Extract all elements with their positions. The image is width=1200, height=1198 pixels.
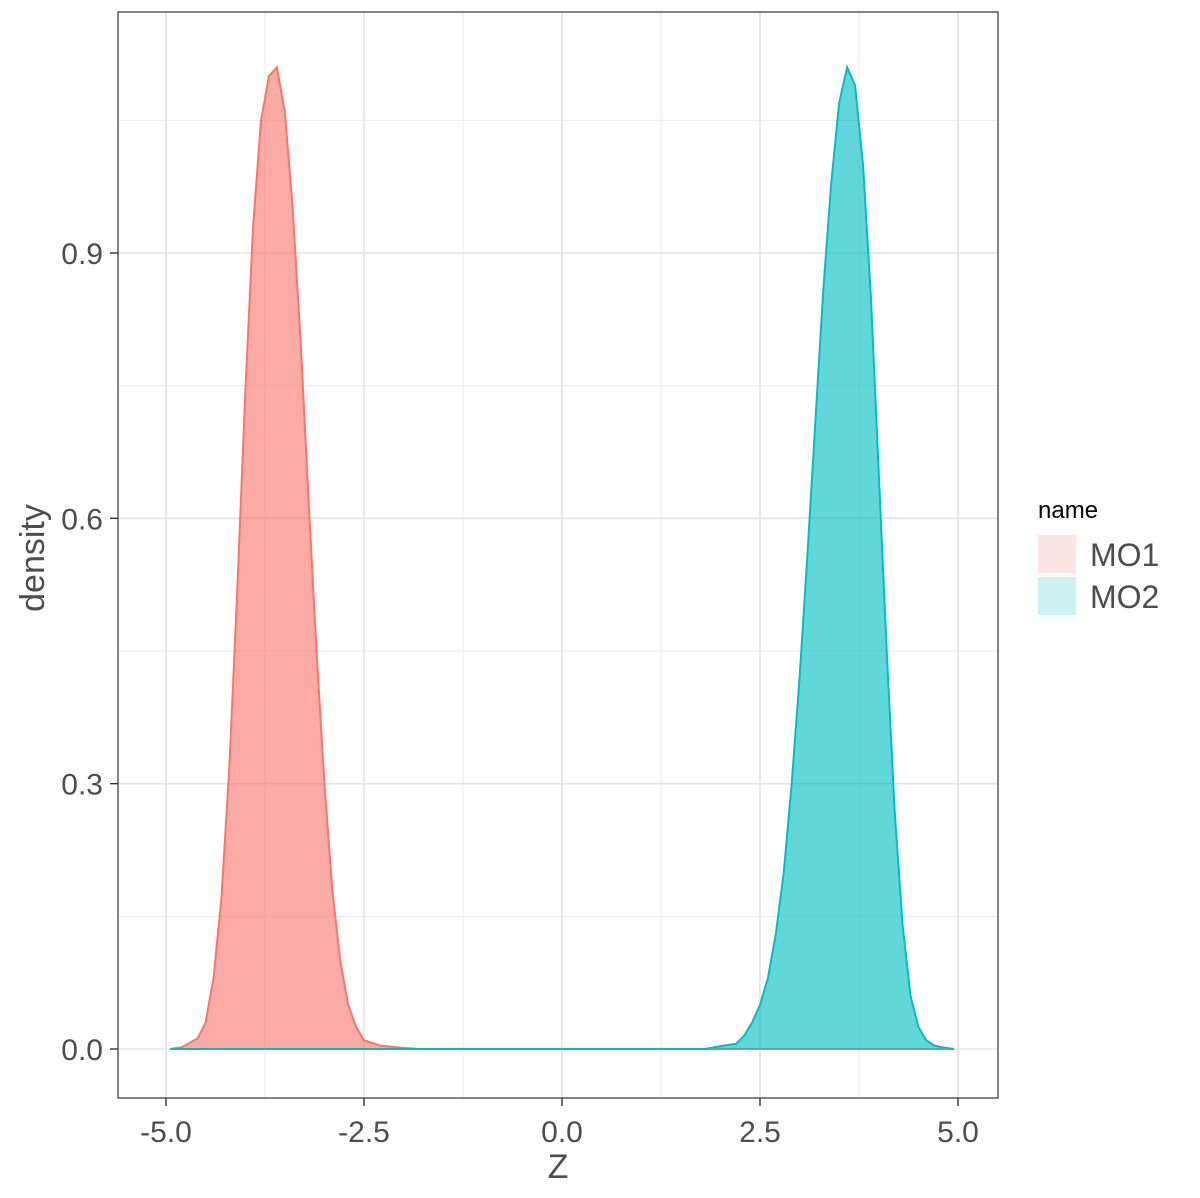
x-tick-label-4: 5.0 (937, 1116, 979, 1149)
legend-label-mo2: MO2 (1090, 579, 1159, 615)
legend-title: name (1038, 497, 1098, 524)
plot-border (117, 11, 999, 1099)
x-tick-label-3: 2.5 (739, 1116, 781, 1149)
y-tick-label-1: 0.3 (61, 769, 103, 802)
axes: -5.0 -2.5 0.0 2.5 5.0 0.0 0.3 0.6 0.9 (61, 238, 979, 1149)
y-tick-label-3: 0.9 (61, 238, 103, 271)
density-areas (169, 64, 955, 1050)
legend-key-mo2 (1038, 577, 1076, 615)
density-area-mo1 (170, 67, 954, 1050)
density-area-mo2 (170, 67, 954, 1050)
y-axis-title: density (14, 504, 52, 612)
x-tick-label-2: 0.0 (541, 1116, 583, 1149)
legend-label-mo1: MO1 (1090, 537, 1159, 573)
y-tick-label-2: 0.6 (61, 503, 103, 536)
density-line-mo2 (170, 64, 955, 1050)
x-tick-label-0: -5.0 (140, 1116, 192, 1149)
x-tick-label-1: -2.5 (338, 1116, 390, 1149)
x-axis-title: Z (548, 1148, 569, 1186)
legend: name MO1 MO2 (1038, 497, 1159, 615)
y-tick-label-0: 0.0 (61, 1034, 103, 1067)
legend-key-mo1 (1038, 535, 1076, 573)
